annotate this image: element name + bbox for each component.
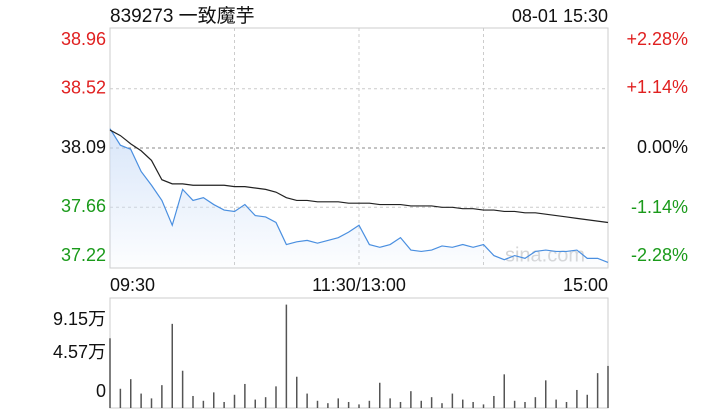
x-tick-label: 11:30/13:00 (312, 275, 406, 295)
volume-bar (347, 401, 350, 408)
volume-bar (555, 399, 557, 408)
volume-bar (534, 397, 537, 408)
volume-bar (181, 370, 184, 408)
y-tick-label: 38.52 (61, 77, 106, 97)
volume-bar (254, 399, 256, 408)
volume-bar (233, 394, 236, 408)
x-tick-label: 15:00 (563, 275, 608, 295)
volume-bar (420, 400, 422, 408)
volume-bar (472, 401, 474, 408)
volume-bar (596, 373, 599, 408)
volume-bar (223, 401, 225, 408)
volume-bar (493, 395, 495, 408)
volume-bar (482, 404, 485, 408)
y2-tick-label: +1.14% (626, 77, 688, 97)
price-area (110, 128, 608, 268)
y-tick-label: 37.22 (61, 245, 106, 265)
average-line (109, 129, 609, 224)
x-tick-label: 09:30 (110, 275, 155, 295)
y2-tick-label: 0.00% (637, 137, 688, 157)
volume-bar (213, 392, 215, 408)
volume-bar (586, 394, 588, 408)
volume-bar (358, 404, 360, 408)
price-line (109, 128, 609, 264)
y2-tick-label: -1.14% (631, 197, 688, 217)
volume-bar (513, 400, 516, 408)
stock-title: 839273 一致魔芋 (110, 5, 255, 27)
volume-bar (524, 401, 526, 408)
volume-bar (441, 403, 443, 408)
volume-tick-label: 9.15万 (53, 309, 106, 329)
volume-bar (451, 393, 454, 408)
volume-bar (430, 397, 433, 408)
volume-bar (410, 391, 412, 408)
volume-bar (264, 397, 267, 408)
volume-bar (607, 365, 609, 408)
volume-bar (337, 398, 339, 408)
volume-bar (192, 395, 194, 408)
y2-tick-label: -2.28% (631, 245, 688, 265)
volume-bar (545, 380, 547, 408)
datetime: 08-01 15:30 (512, 6, 608, 26)
volume-bar (119, 388, 122, 408)
volume-bar (389, 398, 391, 408)
volume-bar (327, 403, 329, 408)
volume-bar (130, 379, 132, 408)
volume-bar (399, 401, 402, 408)
volume-bar (379, 382, 381, 408)
y-tick-label: 37.66 (61, 196, 106, 216)
volume-bar (285, 304, 288, 408)
volume-bar (171, 323, 173, 408)
volume-bar (576, 389, 578, 408)
y-tick-label: 38.09 (61, 137, 106, 157)
volume-bar (316, 400, 319, 408)
volume-panel (109, 297, 609, 409)
volume-bar (306, 393, 308, 408)
volume-tick-label: 0 (96, 381, 106, 401)
volume-bar (565, 401, 568, 408)
volume-bar (140, 393, 142, 408)
volume-bar (462, 399, 464, 408)
y2-tick-label: +2.28% (626, 29, 688, 49)
volume-bar (202, 400, 205, 408)
volume-bar (109, 338, 111, 408)
volume-bar (150, 398, 153, 408)
volume-bar (368, 400, 371, 408)
volume-bar (275, 386, 277, 408)
volume-bar (161, 385, 163, 408)
volume-bar (296, 376, 298, 408)
y-tick-label: 38.96 (61, 29, 106, 49)
volume-bar (503, 374, 505, 408)
volume-tick-label: 4.57万 (53, 342, 106, 362)
volume-bar (244, 383, 246, 408)
